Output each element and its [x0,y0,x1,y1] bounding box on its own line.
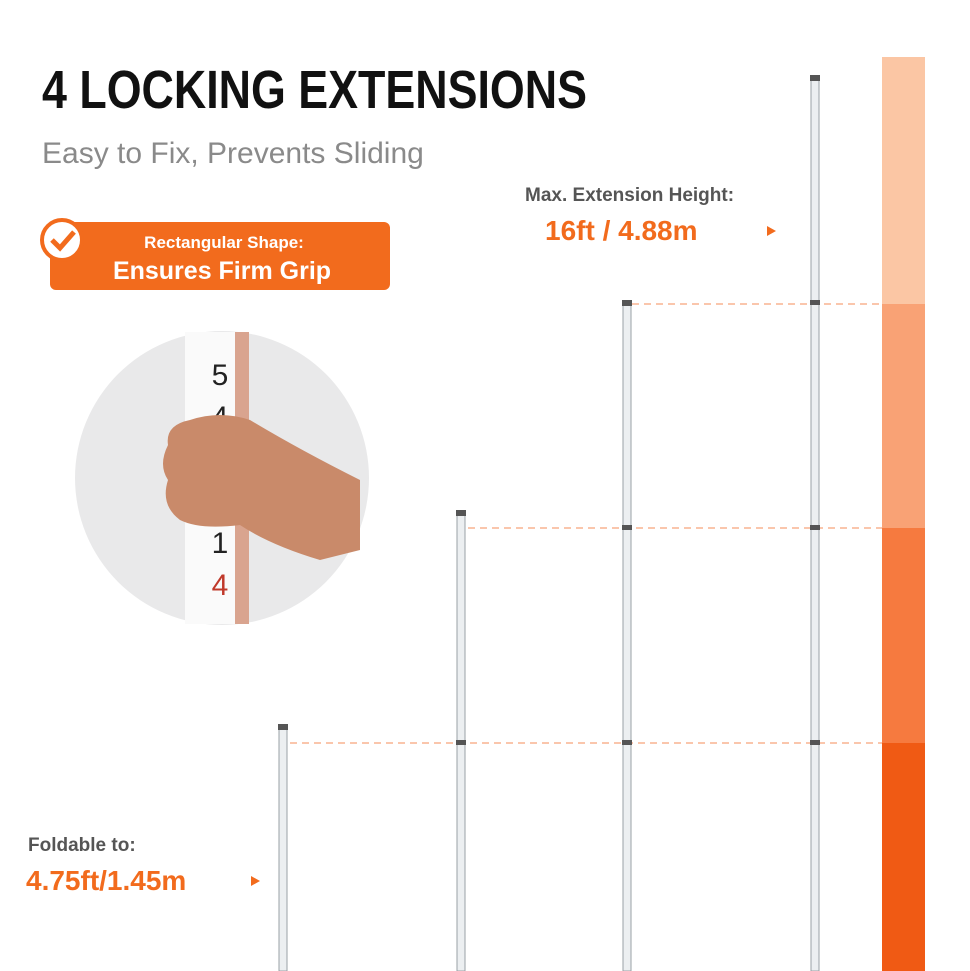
height-bar-segment [882,57,925,304]
hand [163,415,360,560]
check-icon [40,218,84,262]
rod-digit: 1 [212,527,229,560]
badge-label: Rectangular Shape: [144,233,304,252]
max-value: 16ft / 4.88m [545,215,698,246]
height-bar-segment [882,528,925,743]
subtitle: Easy to Fix, Prevents Sliding [42,137,424,170]
fold-value: 4.75ft/1.45m [26,865,186,896]
guide-lines [290,303,882,744]
badge-text: Ensures Firm Grip [113,257,331,285]
height-bar-segment [882,743,925,971]
badge [50,222,390,290]
max-label: Max. Extension Height: [525,185,734,206]
rod-digit: 5 [212,359,229,392]
rod-digit: 4 [212,569,229,602]
arrow [251,876,260,886]
pole-joints [278,75,820,745]
height-bar-segment [882,304,925,528]
title: 4 LOCKING EXTENSIONS [42,60,587,120]
check-mark [50,230,76,252]
fold-label: Foldable to: [28,835,136,856]
arrow [767,226,776,236]
